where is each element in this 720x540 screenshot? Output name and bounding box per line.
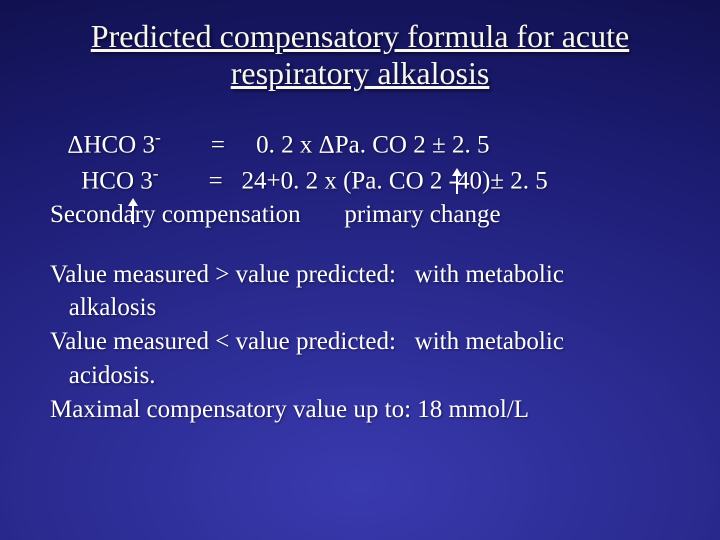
- compensation-line: Secondary compensation primary change: [50, 198, 670, 232]
- p2-line-5: Maximal compensatory value up to: 18 mmo…: [50, 393, 670, 427]
- slide-title: Predicted compensatory formula for acute…: [50, 18, 670, 92]
- p2-line-2: alkalosis: [50, 291, 670, 325]
- paragraph-2: Value measured > value predicted: with m…: [50, 258, 670, 427]
- formula-line-1: ΔHCO 3- = 0. 2 x ΔPa. CO 2 ± 2. 5: [50, 126, 670, 162]
- formula-line-2: HCO 3- = 24+0. 2 x (Pa. CO 2 -40)± 2. 5: [50, 162, 670, 198]
- formula1-right: = 0. 2 x ΔPa. CO 2 ± 2. 5: [161, 131, 490, 158]
- formula1-left: ΔHCO 3: [50, 131, 155, 158]
- title-line-1: Predicted compensatory formula for acute: [91, 18, 629, 54]
- formula2-left: HCO 3: [50, 167, 153, 194]
- p2-line-3: Value measured < value predicted: with m…: [50, 325, 670, 359]
- formula2-right: = 24+0. 2 x (Pa. CO 2 -40)± 2. 5: [159, 167, 548, 194]
- p2-line-4: acidosis.: [50, 359, 670, 393]
- title-line-2: respiratory alkalosis: [231, 55, 490, 91]
- p2-line-1: Value measured > value predicted: with m…: [50, 258, 670, 292]
- slide: Predicted compensatory formula for acute…: [0, 0, 720, 540]
- up-arrow-icon: [452, 168, 462, 194]
- slide-body: ΔHCO 3- = 0. 2 x ΔPa. CO 2 ± 2. 5 HCO 3-…: [50, 126, 670, 427]
- up-arrow-icon: [128, 198, 138, 224]
